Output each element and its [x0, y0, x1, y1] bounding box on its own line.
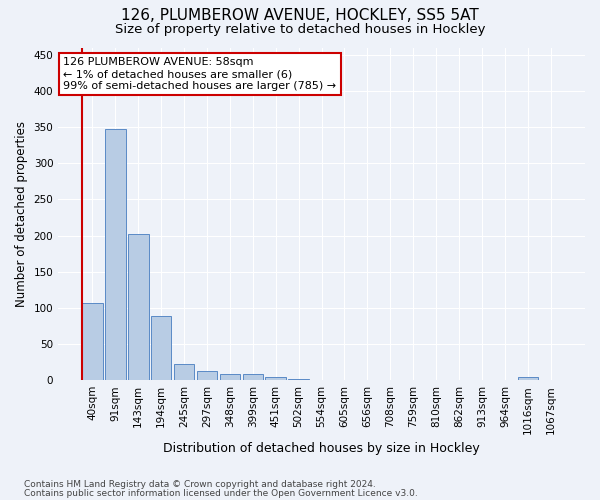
Text: Contains HM Land Registry data © Crown copyright and database right 2024.: Contains HM Land Registry data © Crown c… [24, 480, 376, 489]
Bar [82, 303, 103, 380]
Bar [242, 374, 263, 380]
Y-axis label: Number of detached properties: Number of detached properties [15, 121, 28, 307]
Bar [220, 374, 240, 380]
Text: Size of property relative to detached houses in Hockley: Size of property relative to detached ho… [115, 22, 485, 36]
Text: Contains public sector information licensed under the Open Government Licence v3: Contains public sector information licen… [24, 488, 418, 498]
Bar [151, 316, 172, 380]
Bar [105, 129, 125, 380]
Text: 126 PLUMBEROW AVENUE: 58sqm
← 1% of detached houses are smaller (6)
99% of semi-: 126 PLUMBEROW AVENUE: 58sqm ← 1% of deta… [64, 58, 337, 90]
Bar [289, 378, 309, 380]
Bar [174, 364, 194, 380]
X-axis label: Distribution of detached houses by size in Hockley: Distribution of detached houses by size … [163, 442, 480, 455]
Bar [265, 376, 286, 380]
Text: 126, PLUMBEROW AVENUE, HOCKLEY, SS5 5AT: 126, PLUMBEROW AVENUE, HOCKLEY, SS5 5AT [121, 8, 479, 22]
Bar [197, 371, 217, 380]
Bar [518, 378, 538, 380]
Bar [128, 234, 149, 380]
